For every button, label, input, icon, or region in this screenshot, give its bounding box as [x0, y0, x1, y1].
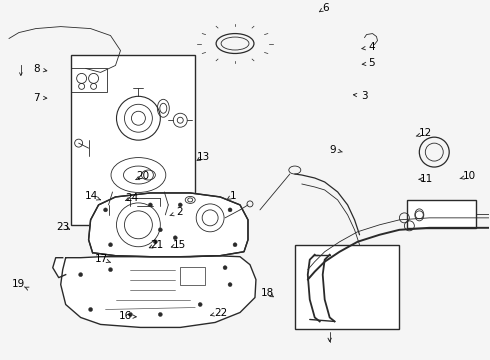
- Circle shape: [158, 228, 162, 232]
- Text: 20: 20: [136, 171, 149, 181]
- Polygon shape: [61, 256, 256, 328]
- Text: 4: 4: [368, 42, 375, 52]
- Circle shape: [128, 312, 132, 316]
- Text: 2: 2: [176, 207, 182, 217]
- Circle shape: [178, 203, 182, 207]
- Text: 17: 17: [95, 254, 108, 264]
- Text: 23: 23: [56, 222, 70, 231]
- Circle shape: [158, 312, 162, 316]
- Text: 1: 1: [229, 191, 236, 201]
- Circle shape: [78, 273, 83, 276]
- Circle shape: [89, 307, 93, 311]
- Text: 12: 12: [419, 129, 432, 138]
- Text: 7: 7: [33, 93, 39, 103]
- Text: 11: 11: [420, 174, 433, 184]
- Circle shape: [108, 268, 113, 272]
- Text: 6: 6: [322, 3, 329, 13]
- Circle shape: [173, 236, 177, 240]
- Circle shape: [103, 208, 107, 212]
- Polygon shape: [53, 258, 66, 278]
- Text: 5: 5: [368, 58, 375, 68]
- Circle shape: [223, 266, 227, 270]
- Text: 15: 15: [172, 239, 186, 249]
- Text: 18: 18: [260, 288, 273, 298]
- Circle shape: [228, 208, 232, 212]
- Text: 13: 13: [197, 152, 210, 162]
- Circle shape: [233, 243, 237, 247]
- Text: 22: 22: [214, 308, 227, 318]
- Bar: [180, 267, 205, 285]
- Text: 21: 21: [150, 239, 164, 249]
- Circle shape: [198, 302, 202, 306]
- Text: 16: 16: [119, 311, 132, 321]
- Polygon shape: [89, 193, 248, 257]
- Text: 9: 9: [330, 144, 336, 154]
- Text: 10: 10: [463, 171, 476, 181]
- Bar: [407, 200, 476, 228]
- Text: 3: 3: [361, 91, 368, 101]
- Bar: [295, 245, 399, 329]
- Circle shape: [153, 240, 157, 244]
- Text: 8: 8: [33, 64, 39, 74]
- Text: 24: 24: [125, 193, 138, 203]
- Circle shape: [148, 203, 152, 207]
- Text: 19: 19: [11, 279, 24, 289]
- Circle shape: [228, 283, 232, 287]
- Bar: [71, 55, 195, 225]
- Text: 14: 14: [85, 191, 98, 201]
- Circle shape: [108, 243, 113, 247]
